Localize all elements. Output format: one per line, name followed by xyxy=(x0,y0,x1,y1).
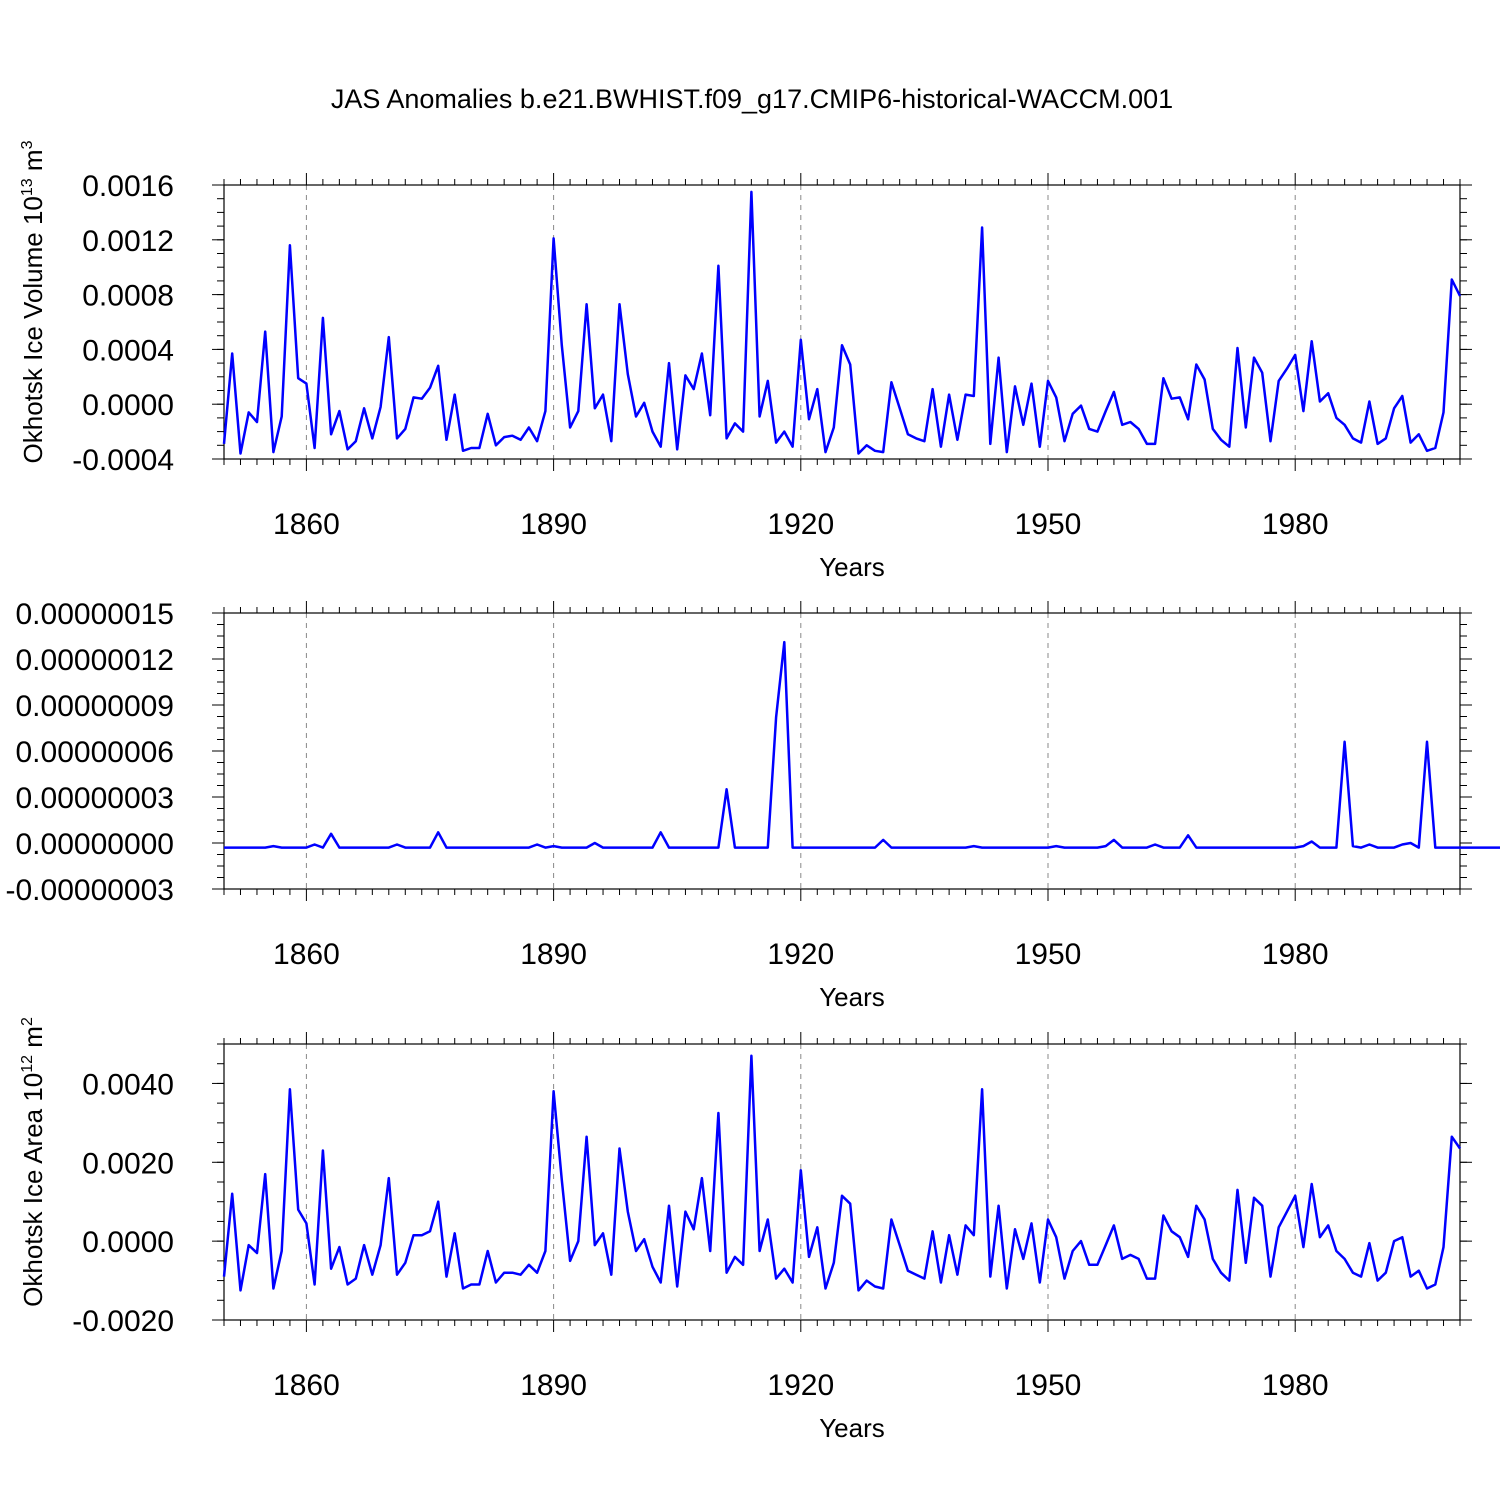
y-tick-label: 0.00000015 xyxy=(16,598,175,631)
x-tick-label: 1980 xyxy=(1262,1369,1329,1402)
series-line xyxy=(222,1054,1462,1292)
panels: -0.0004 0.0000 0.0004 0.0008 0.0012 0.0016 186… xyxy=(6,140,1500,1443)
y-axis-label: Okhotsk Ice Area 1012 m2 xyxy=(18,1017,48,1307)
y-tick-label: -0.0020 xyxy=(72,1305,174,1338)
y-tick-label: 0.0000 xyxy=(82,389,174,422)
x-tick-label: 1890 xyxy=(520,508,587,541)
series-line xyxy=(222,190,1462,455)
chart-title: JAS Anomalies b.e21.BWHIST.f09_g17.CMIP6… xyxy=(331,84,1173,114)
x-axis-label: Years xyxy=(819,552,885,582)
x-tick-label: 1950 xyxy=(1015,1369,1082,1402)
x-tick-label: 1950 xyxy=(1015,508,1082,541)
x-axis-label: Years xyxy=(819,982,885,1012)
x-axis-label: Years xyxy=(819,1413,885,1443)
x-tick-label: 1890 xyxy=(520,1369,587,1402)
plot-frame xyxy=(223,612,1461,890)
y-tick-label: 0.00000000 xyxy=(16,828,175,861)
x-tick-label: 1950 xyxy=(1015,938,1082,971)
x-tick-label: 1860 xyxy=(273,508,340,541)
y-tick-label: 0.0004 xyxy=(82,334,174,367)
y-tick-label: 0.00000003 xyxy=(16,782,175,815)
y-tick-label: 0.0020 xyxy=(82,1147,174,1180)
x-tick-label: 1980 xyxy=(1262,508,1329,541)
panel-2: -0.00000003 0.00000000 0.00000003 0.0000000… xyxy=(6,598,1500,1012)
y-axis-label: Okhotsk Ice Volume 1013 m3 xyxy=(18,140,48,463)
plot-frame xyxy=(223,1043,1461,1321)
series-line xyxy=(224,640,1500,849)
panel-3: -0.0020 0.0000 0.0020 0.0040 1860 1890 1920 195… xyxy=(18,1017,1472,1443)
y-tick-label: 0.0040 xyxy=(82,1068,174,1101)
y-tick-label: 0.0012 xyxy=(82,225,174,258)
y-tick-label: -0.0004 xyxy=(72,444,174,477)
y-tick-label: 0.0000 xyxy=(82,1226,174,1259)
x-tick-label: 1860 xyxy=(273,1369,340,1402)
x-tick-label: 1860 xyxy=(273,938,340,971)
y-tick-label: -0.00000003 xyxy=(6,874,175,907)
x-tick-label: 1920 xyxy=(767,508,834,541)
x-tick-label: 1920 xyxy=(767,938,834,971)
y-tick-label: 0.00000012 xyxy=(16,644,175,677)
panel-1: -0.0004 0.0000 0.0004 0.0008 0.0012 0.0016 186… xyxy=(18,140,1472,582)
y-tick-label: 0.0016 xyxy=(82,170,174,203)
x-tick-label: 1920 xyxy=(767,1369,834,1402)
y-tick-label: 0.00000009 xyxy=(16,690,175,723)
y-tick-label: 0.0008 xyxy=(82,280,174,313)
x-tick-label: 1980 xyxy=(1262,938,1329,971)
plot-frame xyxy=(223,184,1461,460)
y-tick-label: 0.00000006 xyxy=(16,736,175,769)
x-tick-label: 1890 xyxy=(520,938,587,971)
